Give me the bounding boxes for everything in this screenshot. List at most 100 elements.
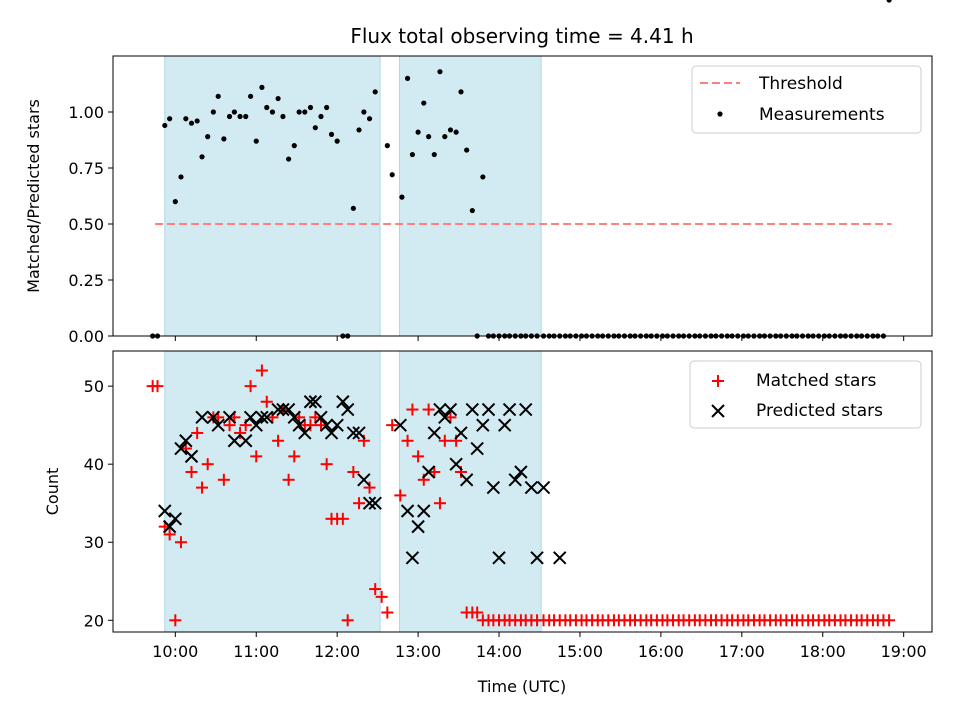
matched-star-point xyxy=(401,434,414,447)
measurement-point xyxy=(253,138,259,144)
predicted-star-point xyxy=(438,410,452,425)
y-tick-label: 0.75 xyxy=(68,159,104,178)
x-tick-label: 18:00 xyxy=(800,642,846,661)
observing-window xyxy=(164,55,381,337)
predicted-star-point xyxy=(514,465,528,479)
measurement-point xyxy=(324,104,330,111)
matched-star-point xyxy=(196,481,209,494)
measurement-point xyxy=(334,138,340,144)
measurement-point xyxy=(237,113,243,120)
count-y-axis: 20 30 40 50 xyxy=(84,377,113,630)
predicted-star-point xyxy=(454,426,468,440)
predicted-star-point xyxy=(184,449,199,464)
matched-star-point xyxy=(471,606,484,619)
predicted-star-point xyxy=(524,480,539,495)
matched-star-point xyxy=(412,450,425,463)
measurement-point xyxy=(247,93,254,99)
count-axes-frame xyxy=(112,350,933,633)
time-x-axis: 10:00 11:00 12:00 13:00 14:00 15:00 16:00 17:00… xyxy=(152,632,927,661)
legend-measurements-swatch xyxy=(717,111,723,117)
matched-star-point xyxy=(341,614,354,627)
predicted-star-point xyxy=(470,441,484,456)
measurement-point xyxy=(437,69,443,75)
x-tick-label: 10:00 xyxy=(152,642,198,661)
matched-star-point xyxy=(433,497,446,510)
matched-star-point xyxy=(394,489,407,502)
ratio-y-axis: 0.00 0.25 0.50 0.75 1.00 xyxy=(68,103,113,346)
predicted-star-point xyxy=(486,480,501,495)
matched-star-point xyxy=(363,481,376,494)
measurement-point xyxy=(291,143,297,149)
measurement-point xyxy=(886,0,892,3)
measurement-point xyxy=(183,116,189,122)
predicted-star-point xyxy=(536,480,551,495)
predicted-star-point xyxy=(243,410,258,425)
predicted-star-point xyxy=(162,519,177,534)
predicted-star-point xyxy=(492,551,506,565)
predicted-star-point xyxy=(411,519,425,534)
matched-star-point xyxy=(444,411,457,424)
measurement-point xyxy=(312,125,318,131)
measurement-point xyxy=(178,174,184,180)
measurement-point xyxy=(215,93,221,99)
measurement-point xyxy=(162,122,168,129)
matched-star-point xyxy=(309,411,322,424)
matched-star-point xyxy=(422,403,435,416)
measurement-point xyxy=(464,147,470,153)
measurement-point xyxy=(389,172,395,178)
matched-star-point xyxy=(304,419,317,432)
measurement-point xyxy=(243,113,249,120)
measurement-point xyxy=(307,104,314,111)
matched-star-point xyxy=(381,606,394,619)
measurement-point xyxy=(442,134,448,140)
x-tick-label: 14:00 xyxy=(476,642,522,661)
predicted-star-point xyxy=(303,395,318,409)
y-tick-label: 50 xyxy=(84,377,104,396)
predicted-star-point xyxy=(276,402,290,417)
matched-star-point xyxy=(191,426,204,439)
measurement-point xyxy=(280,113,286,120)
matched-star-point xyxy=(438,434,451,447)
predicted-star-point xyxy=(336,395,350,409)
observing-windows xyxy=(164,55,542,337)
predicted-star-point xyxy=(481,402,496,417)
legend-box xyxy=(689,360,922,429)
predicted-star-point xyxy=(168,512,183,526)
x-tick-label: 15:00 xyxy=(557,642,603,661)
predicted-star-point xyxy=(174,441,188,456)
matched-star-point xyxy=(255,364,268,377)
matched-star-point xyxy=(169,614,182,627)
observing-window xyxy=(164,350,381,633)
matched-star-point xyxy=(288,450,301,463)
predicted-star-point xyxy=(319,418,334,432)
x-tick-label: 11:00 xyxy=(233,642,279,661)
predicted-star-point xyxy=(227,434,242,448)
measurement-point xyxy=(356,127,362,133)
y-tick-label: 0.25 xyxy=(68,271,104,290)
matched-star-point xyxy=(320,458,333,471)
ratio-x-axis xyxy=(174,336,905,341)
observing-windows xyxy=(164,350,542,633)
measurement-point xyxy=(221,136,227,142)
measurement-point xyxy=(469,207,475,214)
predicted-star-point xyxy=(393,418,408,432)
matched-star-point xyxy=(375,590,388,603)
predicted-star-point xyxy=(553,551,567,565)
measurement-point xyxy=(194,118,200,124)
y-tick-label: 1.00 xyxy=(68,103,104,122)
measurement-point xyxy=(447,127,454,133)
predicted-star-point xyxy=(239,434,253,448)
matched-star-point xyxy=(234,426,247,439)
predicted-star-point xyxy=(465,402,480,417)
legend-box xyxy=(691,65,922,134)
matched-star-point xyxy=(386,419,399,432)
predicted-star-point xyxy=(179,434,193,448)
measurement-point xyxy=(431,151,437,158)
legend-measurements-label: Measurements xyxy=(759,105,885,125)
measurement-point xyxy=(188,120,195,126)
predicted-star-point xyxy=(287,410,301,425)
predicted-star-point xyxy=(508,473,522,487)
ratio-y-axis-label: Matched/Predicted stars xyxy=(24,99,43,293)
